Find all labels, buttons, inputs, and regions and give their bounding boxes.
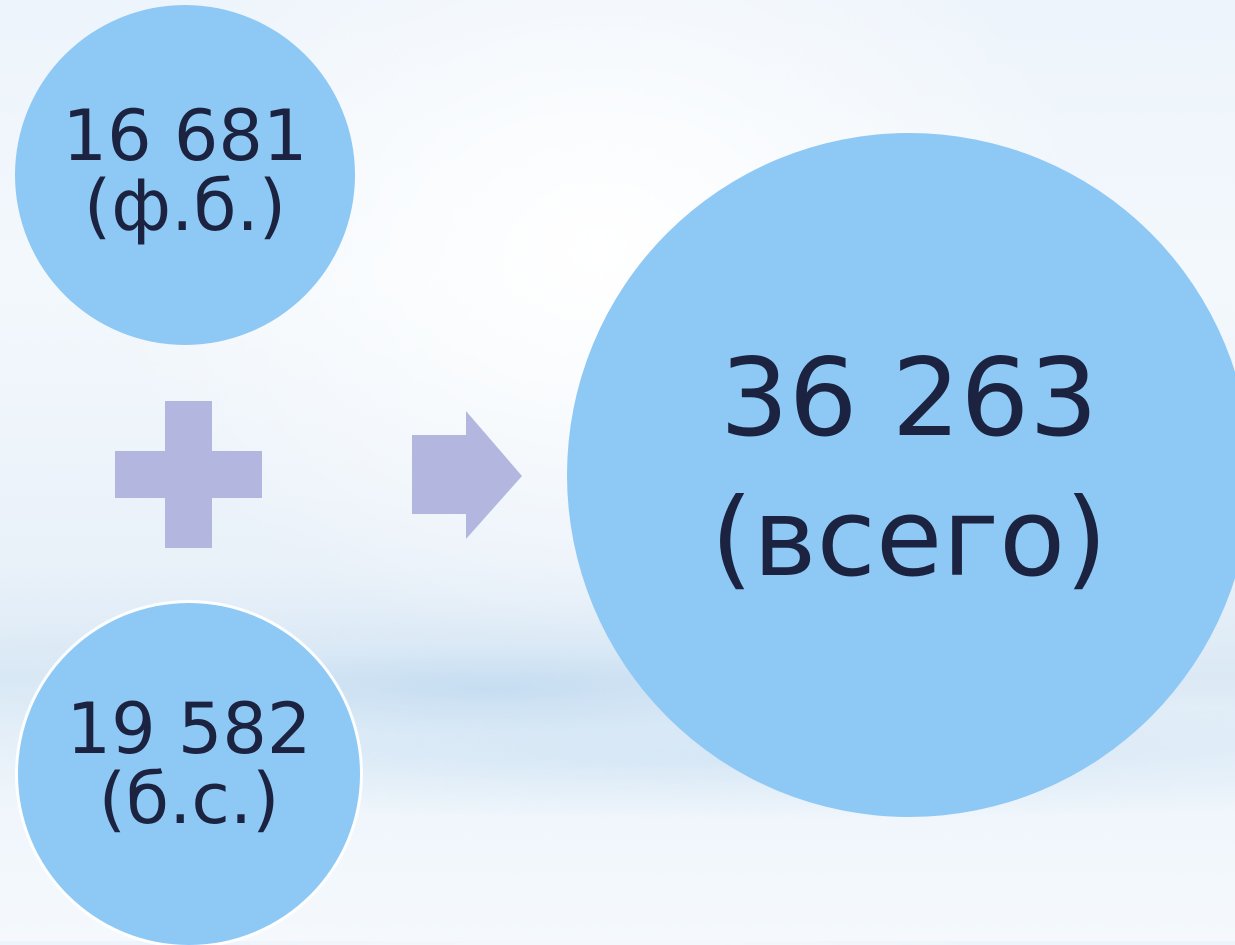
federal-budget-label: (ф.б.) bbox=[83, 165, 287, 247]
total-label: (всего) bbox=[710, 476, 1108, 601]
federal-budget-value: 16 681 bbox=[62, 95, 308, 177]
total-circle: 36 263 (всего) bbox=[567, 133, 1235, 817]
total-value: 36 263 bbox=[720, 336, 1098, 461]
budget-subject-value: 19 582 bbox=[66, 688, 312, 770]
plus-icon bbox=[115, 401, 262, 548]
budget-subject-label: (б.с.) bbox=[98, 758, 280, 840]
budget-subject-circle: 19 582 (б.с.) bbox=[18, 603, 360, 945]
federal-budget-circle: 16 681 (ф.б.) bbox=[15, 5, 355, 345]
arrow-right-icon bbox=[412, 411, 522, 539]
